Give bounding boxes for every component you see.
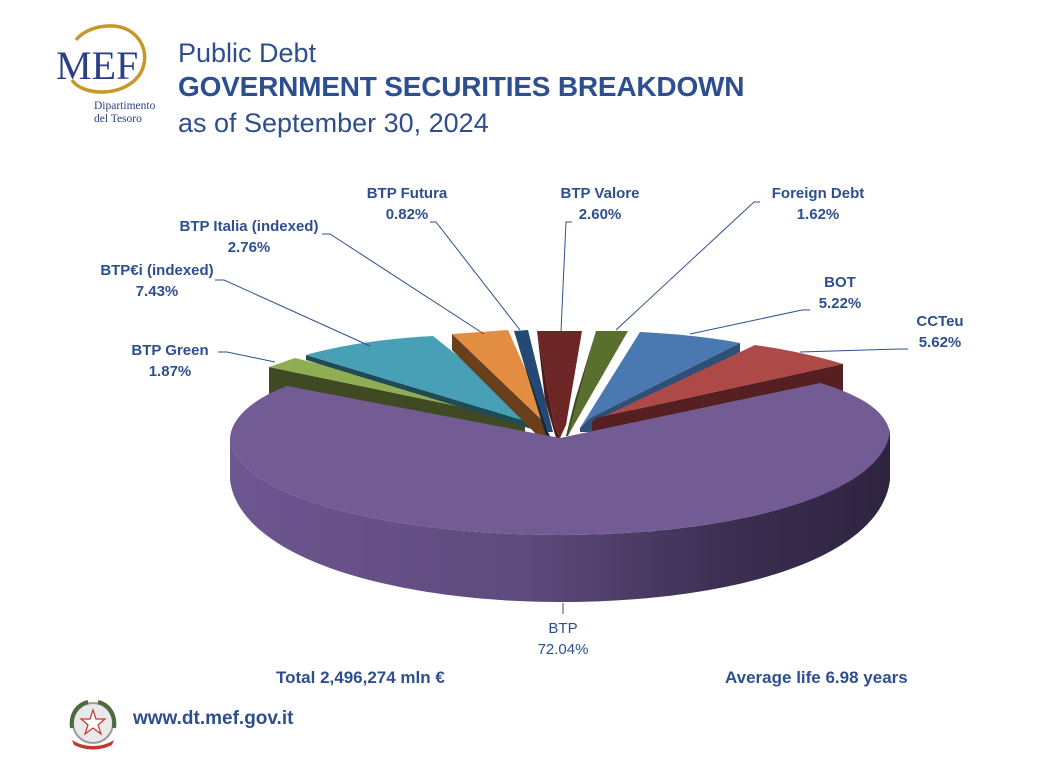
logo-subtitle-line2: del Tesoro xyxy=(94,113,142,125)
label-value: 2.76% xyxy=(227,239,271,256)
svg-text:MEF: MEF xyxy=(56,43,138,88)
italian-emblem-icon xyxy=(69,700,117,750)
label-name: BTP xyxy=(548,620,578,637)
label-name: Foreign Debt xyxy=(771,185,865,202)
label-value: 72.04% xyxy=(537,641,589,658)
label-btp-green: BTP Green 1.87% xyxy=(120,340,220,382)
leader-lines xyxy=(215,201,908,614)
mef-logo: MEF Dipartimento del Tesoro xyxy=(52,22,182,132)
label-name: BOT xyxy=(824,274,856,291)
slice-ccteu-top xyxy=(592,345,843,422)
label-value: 5.22% xyxy=(818,295,862,312)
label-btp-futura: BTP Futura 0.82% xyxy=(352,183,462,225)
website-link[interactable]: www.dt.mef.gov.it xyxy=(133,708,294,729)
slice-bot-top xyxy=(580,332,740,428)
label-bot: BOT 5.22% xyxy=(800,272,880,314)
header-line1: Public Debt xyxy=(178,38,317,68)
label-value: 0.82% xyxy=(385,206,429,223)
slice-btp-valore-top xyxy=(537,331,582,438)
label-value: 7.43% xyxy=(135,283,179,300)
average-life: Average life 6.98 years xyxy=(725,668,908,687)
label-name: BTP Italia (indexed) xyxy=(179,218,319,235)
total-amount: Total 2,496,274 mln € xyxy=(276,668,445,687)
mef-logo-icon: MEF xyxy=(56,24,147,94)
label-btp-valore: BTP Valore 2.60% xyxy=(545,183,655,225)
slice-btp-top xyxy=(230,383,890,535)
label-name: CCTeu xyxy=(916,313,964,330)
label-ccteu: CCTeu 5.62% xyxy=(900,311,980,353)
label-foreign-debt: Foreign Debt 1.62% xyxy=(758,183,878,225)
slice-foreign-debt-top xyxy=(568,331,628,436)
logo-subtitle: Dipartimento del Tesoro xyxy=(94,100,155,126)
page-title: GOVERNMENT SECURITIES BREAKDOWN xyxy=(178,71,745,102)
slice-btp-side xyxy=(230,430,890,602)
slice-foreign-debt-side xyxy=(566,331,596,436)
page-header: Public Debt GOVERNMENT SECURITIES BREAKD… xyxy=(178,36,744,142)
slice-btp-italia-side xyxy=(452,334,546,436)
label-value: 1.87% xyxy=(148,363,192,380)
slice-btp-italia-top xyxy=(452,330,548,424)
slice-btp-green-side xyxy=(269,367,525,432)
slice-btp-futura-top xyxy=(514,330,553,432)
label-name: BTP Green xyxy=(131,342,209,359)
slice-btpei-side xyxy=(306,355,535,430)
logo-subtitle-line1: Dipartimento xyxy=(94,100,156,112)
label-value: 1.62% xyxy=(796,206,840,223)
slice-btpei-top xyxy=(306,336,538,424)
label-value: 2.60% xyxy=(578,206,622,223)
label-btp: BTP 72.04% xyxy=(523,618,603,660)
label-btp-italia: BTP Italia (indexed) 2.76% xyxy=(170,216,328,258)
label-btpei: BTP€i (indexed) 7.43% xyxy=(92,260,222,302)
label-name: BTP Valore xyxy=(560,185,640,202)
label-value: 5.62% xyxy=(918,334,962,351)
date-line: as of September 30, 2024 xyxy=(178,108,489,138)
label-name: BTP Futura xyxy=(366,185,448,202)
label-name: BTP€i (indexed) xyxy=(100,262,214,279)
